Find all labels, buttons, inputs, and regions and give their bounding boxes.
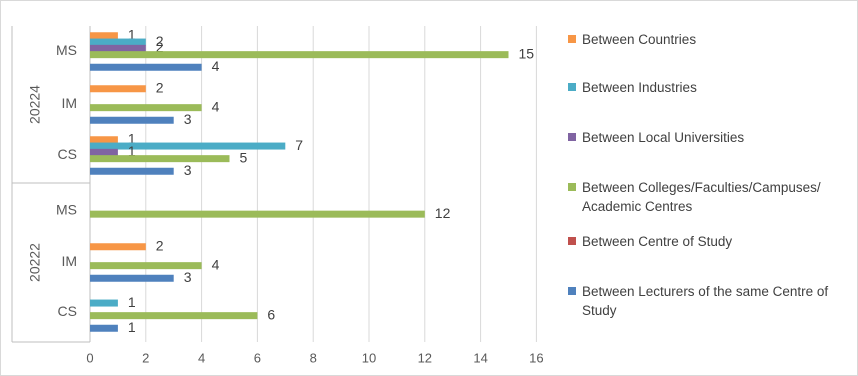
legend-label: Between Colleges/Faculties/Campuses/ Aca… [582,180,821,214]
data-label: 1 [128,319,136,335]
legend-swatch [568,287,576,295]
data-label: 2 [156,79,164,95]
program-label: CS [58,146,77,162]
legend-label: Between Industries [582,80,697,95]
bar-colleges [90,262,202,270]
data-label: 2 [156,39,164,55]
x-tick-label: 10 [362,350,376,365]
bar-industries [90,38,146,46]
x-tick-label: 16 [529,350,543,365]
bar-lecturers [90,274,174,282]
data-label: 1 [128,143,136,159]
bar-industries [90,142,286,150]
data-label: 3 [184,111,192,127]
bar-local_universities [90,148,118,156]
year-group-label: 20224 [27,85,43,124]
data-label: 1 [128,26,136,42]
data-label: 3 [184,269,192,285]
x-tick-label: 14 [473,350,487,365]
program-label: CS [58,303,77,319]
legend-label: Between Local Universities [582,130,745,145]
legend-label: Between Lecturers of the same Centre of … [582,284,829,318]
legend-label: Between Countries [582,32,697,47]
program-label: IM [61,95,77,111]
data-label: 1 [128,130,136,146]
bar-colleges [90,104,202,112]
bar-lecturers [90,324,118,332]
x-tick-label: 6 [254,350,261,365]
bar-countries [90,85,146,93]
x-tick-label: 4 [198,350,205,365]
legend-swatch [568,83,576,91]
bar-colleges [90,51,509,59]
bar-lecturers [90,63,202,71]
data-label: 4 [212,58,220,74]
data-label: 2 [156,33,164,49]
bar-countries [90,32,118,40]
bar-lecturers [90,167,174,175]
data-label: 4 [212,256,220,272]
legend-swatch [568,35,576,43]
x-tick-label: 12 [418,350,432,365]
data-label: 1 [128,294,136,310]
data-label: 15 [519,45,535,61]
bar-local_universities [90,44,146,52]
legend-swatch [568,237,576,245]
data-label: 5 [240,149,248,165]
program-label: MS [56,202,77,218]
data-label: 4 [212,98,220,114]
legend-swatch [568,183,576,191]
x-tick-label: 2 [142,350,149,365]
bar-colleges [90,155,230,163]
data-label: 2 [156,237,164,253]
bar-industries [90,299,118,307]
legend-label: Between Centre of Study [582,234,733,249]
bar-colleges [90,312,258,320]
year-group-label: 20222 [27,243,43,282]
data-label: 12 [435,205,451,221]
bar-colleges [90,210,425,218]
data-label: 3 [184,162,192,178]
legend-swatch [568,133,576,141]
bar-countries [90,136,118,144]
bar-countries [90,243,146,251]
program-label: MS [56,42,77,58]
x-tick-label: 8 [310,350,317,365]
bar-lecturers [90,116,174,124]
x-tick-label: 0 [86,350,93,365]
data-label: 7 [295,137,303,153]
program-label: IM [61,253,77,269]
data-label: 6 [267,306,275,322]
